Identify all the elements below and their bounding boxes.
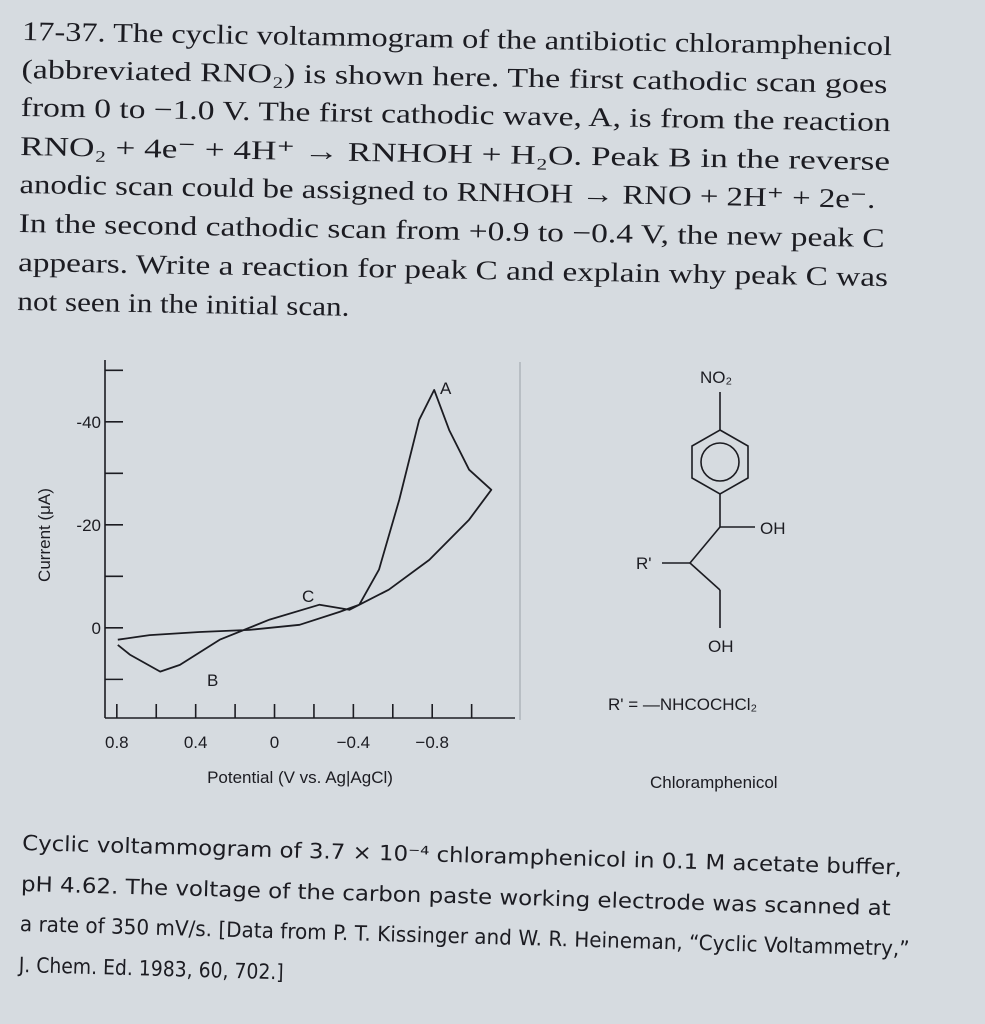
aromatic-circle [700, 442, 740, 482]
x-axis-title: Potential (V vs. Ag|AgCl) [207, 768, 393, 787]
y-axis-title: Current (μA) [35, 488, 54, 582]
peak-label: A [440, 379, 452, 398]
structure-right-group: OH [760, 519, 786, 538]
structure-bottom-group: OH [708, 637, 734, 656]
structure-definition: R' = —NHCOCHCl₂ [608, 695, 757, 714]
y-tick-label: 0 [92, 619, 101, 638]
x-tick-label: −0.4 [337, 733, 371, 752]
cv-curve [117, 389, 493, 673]
chart: 0.8 0.4 0 −0.4 −0.8 0 -20 -40 Potential (V vs. A… [35, 360, 515, 787]
bond [689, 562, 721, 591]
y-tick-label: -20 [76, 516, 101, 535]
peak-label: C [302, 587, 314, 606]
x-tick-label: 0 [270, 733, 279, 752]
structure: NO₂ OH R' OH R' = —NHCOCHCl₂ Chloramphen… [608, 368, 786, 792]
x-tick-label: 0.4 [184, 733, 208, 752]
structure-top: NO₂ [700, 368, 732, 387]
problem-line: not seen in the initial scan. [17, 286, 349, 322]
structure-left-group: R' [636, 554, 652, 573]
structure-name: Chloramphenicol [650, 773, 778, 792]
x-tick-label: 0.8 [105, 733, 129, 752]
y-tick-label: -40 [76, 413, 101, 432]
bond [689, 526, 721, 564]
peak-label: B [207, 671, 218, 690]
x-tick-label: −0.8 [415, 733, 449, 752]
